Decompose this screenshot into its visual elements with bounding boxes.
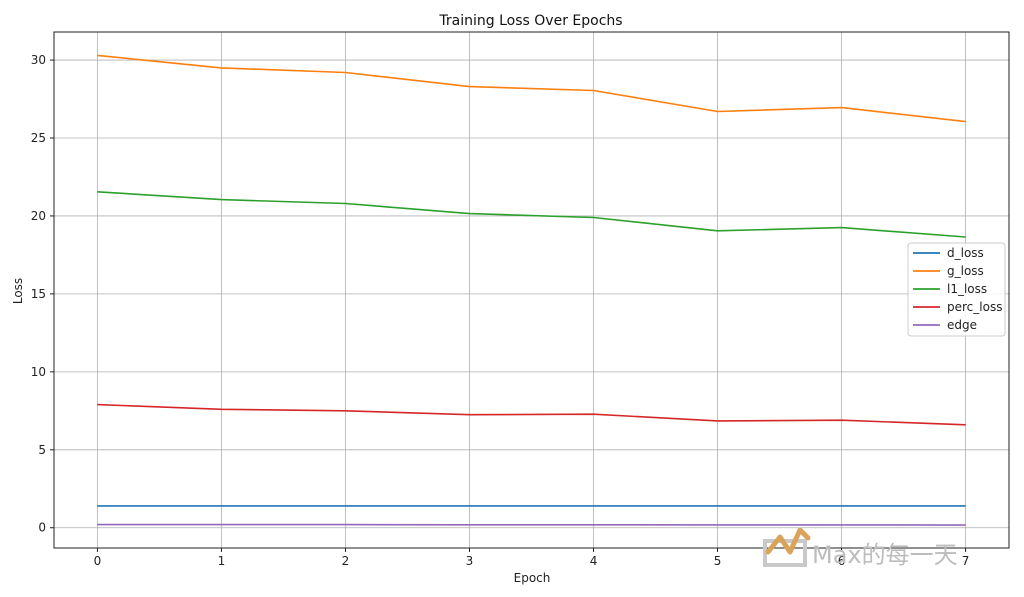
legend-label: d_loss — [947, 246, 984, 260]
watermark-text: Max的每一天 — [812, 541, 958, 569]
legend-label: edge — [947, 318, 977, 332]
watermark-logo-icon — [763, 527, 811, 567]
x-tick-label: 5 — [714, 554, 722, 568]
y-tick-label: 20 — [31, 209, 46, 223]
y-tick-label: 0 — [38, 521, 46, 535]
series-line-edge — [97, 523, 966, 526]
legend-box — [907, 242, 1006, 337]
x-tick-label: 0 — [94, 554, 102, 568]
y-tick-label: 15 — [31, 287, 46, 301]
x-ticks: 0 1 2 3 4 5 6 7 — [94, 548, 970, 568]
x-tick-label: 3 — [466, 554, 474, 568]
series-line-perc-loss — [97, 403, 966, 426]
plot-frame — [53, 31, 1010, 549]
series-group — [97, 54, 966, 526]
legend-label: l1_loss — [947, 282, 987, 296]
y-tick-label: 5 — [38, 443, 46, 457]
x-axis-label: Epoch — [514, 571, 551, 585]
x-tick-label: 6 — [838, 554, 846, 568]
y-axis-label: Loss — [11, 278, 25, 304]
legend-label: perc_loss — [947, 300, 1002, 314]
y-tick-label: 25 — [31, 131, 46, 145]
series-line-g-loss — [97, 54, 966, 123]
series-line-l1-loss — [97, 191, 966, 238]
watermark: Max的每一天 — [763, 527, 958, 569]
legend-label: g_loss — [947, 264, 984, 278]
y-tick-label: 10 — [31, 365, 46, 379]
x-tick-label: 1 — [218, 554, 226, 568]
chart-title: Training Loss Over Epochs — [438, 13, 622, 29]
x-tick-label: 2 — [342, 554, 350, 568]
x-tick-label: 7 — [962, 554, 970, 568]
y-ticks: 0 5 10 15 20 25 30 — [31, 53, 54, 535]
x-tick-label: 4 — [590, 554, 598, 568]
y-tick-label: 30 — [31, 53, 46, 67]
